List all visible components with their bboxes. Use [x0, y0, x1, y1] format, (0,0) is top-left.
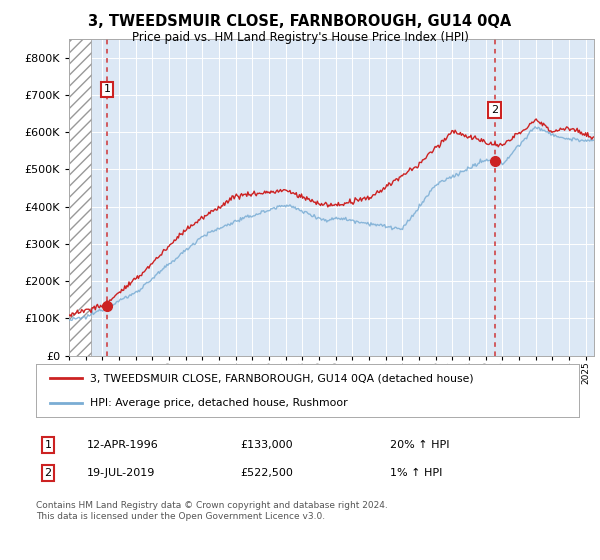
Text: 3, TWEEDSMUIR CLOSE, FARNBOROUGH, GU14 0QA (detached house): 3, TWEEDSMUIR CLOSE, FARNBOROUGH, GU14 0…	[91, 374, 474, 384]
Text: 20% ↑ HPI: 20% ↑ HPI	[390, 440, 449, 450]
Bar	[69, 39, 91, 356]
Text: HPI: Average price, detached house, Rushmoor: HPI: Average price, detached house, Rush…	[91, 398, 348, 408]
Text: 1: 1	[44, 440, 52, 450]
Text: £522,500: £522,500	[240, 468, 293, 478]
Text: 2: 2	[44, 468, 52, 478]
Text: 1% ↑ HPI: 1% ↑ HPI	[390, 468, 442, 478]
Text: 1: 1	[104, 85, 110, 95]
Text: Contains HM Land Registry data © Crown copyright and database right 2024.
This d: Contains HM Land Registry data © Crown c…	[36, 501, 388, 521]
Text: 12-APR-1996: 12-APR-1996	[87, 440, 159, 450]
Text: £133,000: £133,000	[240, 440, 293, 450]
Text: 3, TWEEDSMUIR CLOSE, FARNBOROUGH, GU14 0QA: 3, TWEEDSMUIR CLOSE, FARNBOROUGH, GU14 0…	[88, 14, 512, 29]
Text: Price paid vs. HM Land Registry's House Price Index (HPI): Price paid vs. HM Land Registry's House …	[131, 31, 469, 44]
Text: 19-JUL-2019: 19-JUL-2019	[87, 468, 155, 478]
Text: 2: 2	[491, 105, 498, 115]
